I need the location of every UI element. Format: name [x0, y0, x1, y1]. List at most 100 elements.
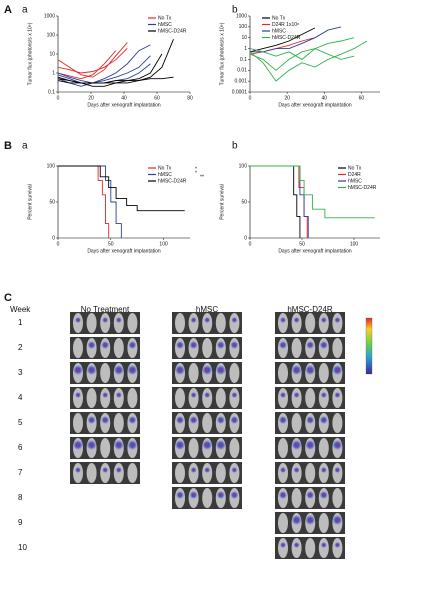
mouse	[175, 388, 185, 408]
signal	[320, 467, 327, 473]
y-tick-label: 50	[49, 199, 55, 205]
legend-label: hMSC-D24R	[272, 35, 301, 41]
week-label: 3	[18, 368, 23, 377]
data-line	[57, 44, 151, 84]
y-tick-label: 0.0001	[232, 89, 248, 95]
significance: **	[200, 174, 204, 180]
x-axis-label: Days after xenograft implantation	[278, 102, 352, 108]
y-tick-label: 100	[47, 32, 56, 38]
significance: *	[195, 166, 197, 172]
y-tick-label: 0.01	[237, 68, 247, 74]
signal	[75, 392, 81, 398]
mouse	[202, 488, 213, 508]
y-axis-label: Tumor flux (photons/s x 10⁶)	[219, 22, 225, 85]
signal	[204, 317, 211, 323]
data-line	[249, 37, 355, 60]
mouse	[73, 338, 83, 358]
signal	[291, 515, 302, 525]
legend-label: hMSC-D24R	[158, 28, 187, 34]
signal	[115, 467, 122, 473]
signal	[102, 392, 109, 398]
x-tick-label: 20	[88, 95, 94, 101]
signal	[75, 467, 81, 473]
signal	[279, 341, 287, 349]
mouse	[113, 338, 124, 358]
survival-curve	[58, 165, 110, 238]
signal	[280, 467, 286, 473]
y-axis-label: Percent survival	[27, 184, 33, 220]
week-label: 9	[18, 518, 23, 527]
week-label: 1	[18, 318, 23, 327]
mouse	[229, 438, 240, 458]
y-tick-label: 0.1	[48, 89, 55, 95]
signal	[230, 416, 239, 424]
mouse	[278, 513, 288, 533]
signal	[280, 542, 286, 548]
signal	[293, 467, 300, 473]
mouse	[215, 313, 226, 333]
x-tick-label: 100	[159, 241, 168, 247]
x-tick-label: 40	[121, 95, 127, 101]
mouse	[100, 438, 111, 458]
subpanel-label: b	[232, 141, 238, 152]
mouse	[318, 363, 329, 383]
signal	[291, 440, 302, 450]
x-tick-label: 50	[299, 241, 305, 247]
mouse	[318, 438, 329, 458]
signal	[231, 392, 238, 398]
signal	[113, 440, 124, 450]
y-tick-label: 0.001	[234, 78, 247, 84]
signal	[334, 317, 341, 323]
signal	[102, 317, 109, 323]
subpanel-label: b	[232, 5, 238, 16]
data-line	[249, 40, 368, 82]
mouse	[278, 438, 288, 458]
y-axis-label: Percent survival	[219, 184, 225, 220]
x-tick-label: 0	[249, 241, 252, 247]
signal	[319, 491, 328, 499]
week-label: 7	[18, 468, 23, 477]
signal	[293, 317, 300, 323]
signal	[176, 341, 184, 349]
x-tick-label: 80	[187, 95, 193, 101]
data-line	[250, 26, 342, 53]
signal	[291, 365, 302, 375]
signal	[115, 392, 122, 398]
mouse	[86, 463, 97, 483]
signal	[202, 365, 213, 375]
data-line	[57, 47, 128, 74]
y-tick-label: 1000	[44, 13, 55, 19]
data-line	[57, 42, 128, 78]
survival-curve	[58, 165, 185, 212]
week-label: 5	[18, 418, 23, 427]
data-line	[249, 27, 316, 53]
signal	[230, 491, 239, 499]
legend-label: No Tx	[348, 165, 362, 171]
x-tick-label: 100	[350, 241, 359, 247]
data-line	[249, 48, 355, 71]
signal	[115, 317, 122, 323]
signal	[190, 317, 197, 323]
panel-label: A	[4, 4, 12, 16]
signal	[306, 341, 315, 349]
signal	[332, 440, 343, 450]
signal	[86, 365, 97, 375]
mouse	[127, 313, 138, 333]
signal	[113, 365, 124, 375]
signal	[293, 542, 300, 548]
y-tick-label: 0.1	[240, 57, 247, 63]
y-tick-label: 0	[244, 235, 247, 241]
signal	[101, 416, 110, 424]
signal	[204, 467, 211, 473]
mouse	[291, 488, 302, 508]
signal	[87, 416, 96, 424]
signal	[190, 392, 197, 398]
y-tick-label: 10	[49, 51, 55, 57]
group-header: hMSC	[196, 305, 218, 314]
mouse	[291, 413, 302, 433]
legend-label: D24R 1x10⁸	[272, 22, 299, 28]
mouse	[291, 338, 302, 358]
x-axis-label: Days after xenograft implantation	[87, 248, 161, 254]
signal	[86, 440, 97, 450]
